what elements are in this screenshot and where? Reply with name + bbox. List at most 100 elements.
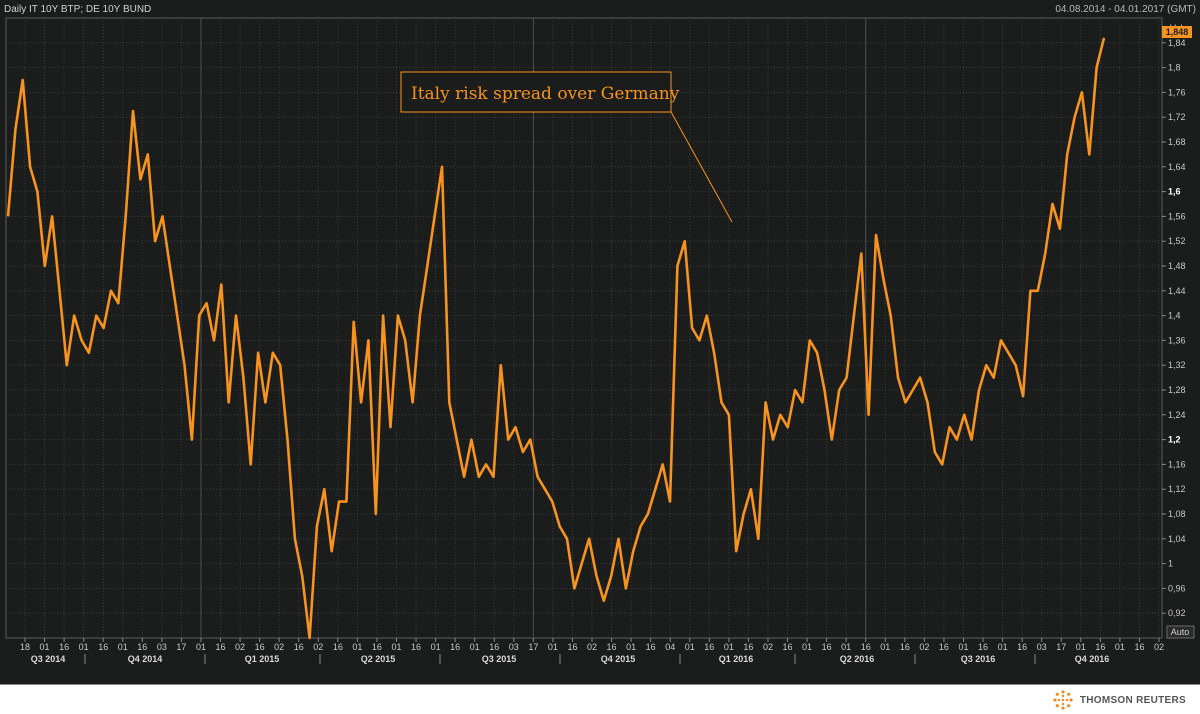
quarter-label: Q1 2015 [245, 654, 280, 664]
x-tick-label: 01 [431, 642, 441, 652]
annotation-text: Italy risk spread over Germany [411, 84, 680, 104]
x-tick-label: 01 [40, 642, 50, 652]
x-tick-label: 16 [411, 642, 421, 652]
x-tick-label: 16 [743, 642, 753, 652]
last-value-tag: 1,848 [1162, 26, 1192, 38]
x-tick-label: 16 [900, 642, 910, 652]
x-tick-label: 01 [470, 642, 480, 652]
quarter-label: Q3 2014 [31, 654, 66, 664]
y-tick-label: 1,4 [1168, 311, 1181, 321]
x-tick-label: 16 [255, 642, 265, 652]
reuters-dots-icon [1053, 690, 1073, 710]
y-tick-label: 1,68 [1168, 137, 1186, 147]
y-tick-label: 1 [1168, 559, 1173, 569]
y-tick-label: 0,96 [1168, 583, 1186, 593]
y-tick-label: 1,72 [1168, 112, 1186, 122]
x-tick-label: 01 [724, 642, 734, 652]
x-tick-label: 02 [587, 642, 597, 652]
x-tick-label: 01 [802, 642, 812, 652]
footer-bar: THOMSON REUTERS [0, 684, 1200, 714]
x-tick-label: 03 [509, 642, 519, 652]
x-tick-label: 01 [1115, 642, 1125, 652]
y-tick-label: 1,16 [1168, 459, 1186, 469]
quarter-label: Q3 2015 [482, 654, 517, 664]
y-tick-label: 1,6 [1168, 187, 1181, 197]
series-line-it-de-spread [6, 37, 1106, 640]
x-tick-label: 02 [919, 642, 929, 652]
x-tick-label: 03 [1037, 642, 1047, 652]
auto-button-label[interactable]: Auto [1171, 627, 1190, 637]
y-tick-label: 1,08 [1168, 509, 1186, 519]
x-tick-label: 01 [685, 642, 695, 652]
y-tick-label: 1,64 [1168, 162, 1186, 172]
brand-text: THOMSON REUTERS [1079, 694, 1186, 706]
y-tick-label: 1,56 [1168, 211, 1186, 221]
y-axis: 0,92 0,96 1 1,04 1,08 1,12 1,16 1,2 1,24 1,28 1,32… [1162, 38, 1186, 618]
x-tick-label: 16 [59, 642, 69, 652]
x-tick-label: 01 [998, 642, 1008, 652]
y-tick-label: 1,28 [1168, 385, 1186, 395]
x-tick-label: 17 [528, 642, 538, 652]
x-tick-label: 16 [1095, 642, 1105, 652]
x-tick-label: 02 [235, 642, 245, 652]
quarter-label: Q1 2016 [719, 654, 754, 664]
y-tick-label: 1,32 [1168, 360, 1186, 370]
x-tick-label: 16 [1134, 642, 1144, 652]
y-tick-label: 1,52 [1168, 236, 1186, 246]
y-tick-label: 0,92 [1168, 608, 1186, 618]
x-tick-label: 04 [665, 642, 675, 652]
x-tick-label: 16 [333, 642, 343, 652]
x-tick-label: 01 [548, 642, 558, 652]
quarter-label: Q4 2016 [1075, 654, 1110, 664]
y-tick-label: 1,84 [1168, 38, 1186, 48]
x-tick-label: 01 [352, 642, 362, 652]
quarter-label: Q2 2016 [840, 654, 875, 664]
plot-frame [5, 17, 1163, 639]
x-tick-label: 16 [861, 642, 871, 652]
x-tick-label: 17 [1056, 642, 1066, 652]
x-tick-label: 16 [489, 642, 499, 652]
auto-button[interactable]: Auto [1166, 625, 1195, 639]
last-value-badge [1162, 26, 1192, 38]
x-tick-label: 01 [118, 642, 128, 652]
x-tick-label: 16 [978, 642, 988, 652]
x-tick-label: 16 [98, 642, 108, 652]
x-tick-label: 16 [646, 642, 656, 652]
quarter-label: Q3 2016 [961, 654, 996, 664]
chart-title: Daily IT 10Y BTP; DE 10Y BUND [4, 4, 151, 15]
x-tick-label: 01 [1076, 642, 1086, 652]
x-tick-label: 01 [79, 642, 89, 652]
auto-button-frame[interactable] [1166, 625, 1195, 639]
x-tick-label: 02 [763, 642, 773, 652]
y-tick-label: 1,04 [1168, 534, 1186, 544]
quarter-label: Q4 2014 [128, 654, 163, 664]
series [6, 37, 1106, 640]
x-tick-label: 16 [822, 642, 832, 652]
last-value-text: 1,848 [1166, 27, 1189, 37]
y-tick-label: 1,48 [1168, 261, 1186, 271]
x-tick-label: 16 [783, 642, 793, 652]
x-tick-label: 01 [196, 642, 206, 652]
x-tick-label: 16 [607, 642, 617, 652]
x-tick-label: 16 [567, 642, 577, 652]
x-tick-label: 16 [1017, 642, 1027, 652]
x-tick-label: 17 [176, 642, 186, 652]
x-tick-label: 02 [274, 642, 284, 652]
thomson-reuters-logo: THOMSON REUTERS [1052, 688, 1186, 712]
y-tick-label: 1,36 [1168, 335, 1186, 345]
quarter-label: Q4 2015 [601, 654, 636, 664]
annotation-box [400, 71, 672, 113]
y-tick-label: 1,12 [1168, 484, 1186, 494]
x-tick-label: 01 [391, 642, 401, 652]
x-tick-label: 01 [880, 642, 890, 652]
x-tick-label: 03 [157, 642, 167, 652]
x-tick-label: 02 [313, 642, 323, 652]
y-tick-label: 1,76 [1168, 87, 1186, 97]
x-tick-label: 01 [841, 642, 851, 652]
chart: 0,92 0,96 1 1,04 1,08 1,12 1,16 1,2 1,24 1,28 1,32… [4, 4, 1196, 664]
x-tick-label: 16 [372, 642, 382, 652]
x-tick-label: 01 [958, 642, 968, 652]
y-tick-label: 1,44 [1168, 286, 1186, 296]
annotation-leader-line [669, 109, 733, 223]
y-tick-label: 1,24 [1168, 410, 1186, 420]
